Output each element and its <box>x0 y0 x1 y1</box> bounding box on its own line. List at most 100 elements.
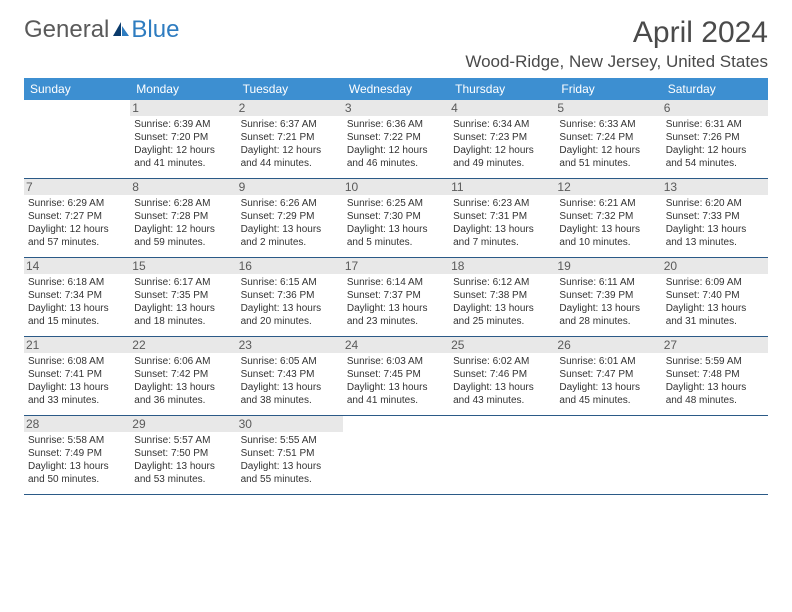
week-row: 14Sunrise: 6:18 AMSunset: 7:34 PMDayligh… <box>24 258 768 337</box>
month-title: April 2024 <box>465 16 768 50</box>
day-info: Sunrise: 6:08 AMSunset: 7:41 PMDaylight:… <box>28 355 126 407</box>
daylight: Daylight: 13 hours and 48 minutes. <box>666 381 764 407</box>
daylight: Daylight: 13 hours and 31 minutes. <box>666 302 764 328</box>
daylight: Daylight: 13 hours and 38 minutes. <box>241 381 339 407</box>
sunrise: Sunrise: 6:28 AM <box>134 197 232 210</box>
day-cell: 27Sunrise: 5:59 AMSunset: 7:48 PMDayligh… <box>662 337 768 415</box>
day-number: 23 <box>237 337 343 353</box>
week-row: 21 Sunrise: 6:08 AMSunset: 7:41 PMDayligh… <box>24 337 768 416</box>
sunrise: Sunrise: 5:59 AM <box>666 355 764 368</box>
day-number: 7 <box>24 179 130 195</box>
day-cell: 3Sunrise: 6:36 AMSunset: 7:22 PMDaylight… <box>343 100 449 178</box>
day-number: 25 <box>449 337 555 353</box>
day-info: Sunrise: 6:36 AMSunset: 7:22 PMDaylight:… <box>347 118 445 170</box>
day-cell: 1Sunrise: 6:39 AMSunset: 7:20 PMDaylight… <box>130 100 236 178</box>
day-cell: 6Sunrise: 6:31 AMSunset: 7:26 PMDaylight… <box>662 100 768 178</box>
sunrise: Sunrise: 6:23 AM <box>453 197 551 210</box>
location: Wood-Ridge, New Jersey, United States <box>465 52 768 72</box>
day-info: Sunrise: 6:02 AMSunset: 7:46 PMDaylight:… <box>453 355 551 407</box>
day-cell: 30Sunrise: 5:55 AMSunset: 7:51 PMDayligh… <box>237 416 343 494</box>
logo-sail-icon <box>111 20 131 40</box>
day-number: 13 <box>662 179 768 195</box>
sunset: Sunset: 7:41 PM <box>28 368 126 381</box>
sunrise: Sunrise: 6:06 AM <box>134 355 232 368</box>
day-header: Sunday <box>24 78 130 100</box>
day-info: Sunrise: 6:34 AMSunset: 7:23 PMDaylight:… <box>453 118 551 170</box>
sunset: Sunset: 7:24 PM <box>559 131 657 144</box>
day-info: Sunrise: 6:09 AMSunset: 7:40 PMDaylight:… <box>666 276 764 328</box>
daylight: Daylight: 13 hours and 10 minutes. <box>559 223 657 249</box>
sunrise: Sunrise: 6:01 AM <box>559 355 657 368</box>
day-info: Sunrise: 6:25 AMSunset: 7:30 PMDaylight:… <box>347 197 445 249</box>
day-info: Sunrise: 6:23 AMSunset: 7:31 PMDaylight:… <box>453 197 551 249</box>
daylight: Daylight: 13 hours and 2 minutes. <box>241 223 339 249</box>
logo-word1: General <box>24 16 109 44</box>
sunset: Sunset: 7:46 PM <box>453 368 551 381</box>
daylight: Daylight: 13 hours and 43 minutes. <box>453 381 551 407</box>
day-number: 5 <box>555 100 661 116</box>
daylight: Daylight: 12 hours and 51 minutes. <box>559 144 657 170</box>
day-info: Sunrise: 5:55 AMSunset: 7:51 PMDaylight:… <box>241 434 339 486</box>
day-info: Sunrise: 6:33 AMSunset: 7:24 PMDaylight:… <box>559 118 657 170</box>
daylight: Daylight: 13 hours and 33 minutes. <box>28 381 126 407</box>
day-info: Sunrise: 5:59 AMSunset: 7:48 PMDaylight:… <box>666 355 764 407</box>
daylight: Daylight: 13 hours and 36 minutes. <box>134 381 232 407</box>
day-cell: 4Sunrise: 6:34 AMSunset: 7:23 PMDaylight… <box>449 100 555 178</box>
daylight: Daylight: 13 hours and 53 minutes. <box>134 460 232 486</box>
daylight: Daylight: 13 hours and 7 minutes. <box>453 223 551 249</box>
daylight: Daylight: 12 hours and 46 minutes. <box>347 144 445 170</box>
day-info: Sunrise: 6:15 AMSunset: 7:36 PMDaylight:… <box>241 276 339 328</box>
day-number: 15 <box>130 258 236 274</box>
daylight: Daylight: 13 hours and 28 minutes. <box>559 302 657 328</box>
sunrise: Sunrise: 6:20 AM <box>666 197 764 210</box>
daylight: Daylight: 13 hours and 20 minutes. <box>241 302 339 328</box>
day-info: Sunrise: 6:11 AMSunset: 7:39 PMDaylight:… <box>559 276 657 328</box>
day-info: Sunrise: 6:29 AMSunset: 7:27 PMDaylight:… <box>28 197 126 249</box>
daylight: Daylight: 12 hours and 59 minutes. <box>134 223 232 249</box>
day-cell: 5 Sunrise: 6:33 AMSunset: 7:24 PMDaylight… <box>555 100 661 178</box>
weeks-container: 1Sunrise: 6:39 AMSunset: 7:20 PMDaylight… <box>24 100 768 495</box>
daylight: Daylight: 12 hours and 41 minutes. <box>134 144 232 170</box>
day-number: 26 <box>555 337 661 353</box>
sunrise: Sunrise: 6:17 AM <box>134 276 232 289</box>
sunset: Sunset: 7:38 PM <box>453 289 551 302</box>
week-row: 7 Sunrise: 6:29 AMSunset: 7:27 PMDaylight… <box>24 179 768 258</box>
logo-word2: Blue <box>131 16 179 44</box>
day-cell <box>555 416 661 494</box>
day-info: Sunrise: 6:39 AMSunset: 7:20 PMDaylight:… <box>134 118 232 170</box>
day-cell: 16Sunrise: 6:15 AMSunset: 7:36 PMDayligh… <box>237 258 343 336</box>
day-number: 12 <box>555 179 661 195</box>
day-cell: 10Sunrise: 6:25 AMSunset: 7:30 PMDayligh… <box>343 179 449 257</box>
day-header: Friday <box>555 78 661 100</box>
calendar-page: General Blue April 2024 Wood-Ridge, New … <box>0 0 792 511</box>
sunset: Sunset: 7:49 PM <box>28 447 126 460</box>
day-cell: 13Sunrise: 6:20 AMSunset: 7:33 PMDayligh… <box>662 179 768 257</box>
sunset: Sunset: 7:31 PM <box>453 210 551 223</box>
day-info: Sunrise: 6:17 AMSunset: 7:35 PMDaylight:… <box>134 276 232 328</box>
sunrise: Sunrise: 5:57 AM <box>134 434 232 447</box>
day-info: Sunrise: 6:06 AMSunset: 7:42 PMDaylight:… <box>134 355 232 407</box>
day-number: 17 <box>343 258 449 274</box>
daylight: Daylight: 12 hours and 57 minutes. <box>28 223 126 249</box>
sunset: Sunset: 7:20 PM <box>134 131 232 144</box>
sunset: Sunset: 7:45 PM <box>347 368 445 381</box>
sunrise: Sunrise: 6:29 AM <box>28 197 126 210</box>
daylight: Daylight: 13 hours and 25 minutes. <box>453 302 551 328</box>
day-number: 21 <box>24 337 130 353</box>
day-info: Sunrise: 6:21 AMSunset: 7:32 PMDaylight:… <box>559 197 657 249</box>
day-number: 6 <box>662 100 768 116</box>
sunrise: Sunrise: 6:15 AM <box>241 276 339 289</box>
sunset: Sunset: 7:23 PM <box>453 131 551 144</box>
day-cell: 25 Sunrise: 6:02 AMSunset: 7:46 PMDayligh… <box>449 337 555 415</box>
sunrise: Sunrise: 6:05 AM <box>241 355 339 368</box>
day-cell: 23Sunrise: 6:05 AMSunset: 7:43 PMDayligh… <box>237 337 343 415</box>
day-cell: 24Sunrise: 6:03 AMSunset: 7:45 PMDayligh… <box>343 337 449 415</box>
day-cell: 9Sunrise: 6:26 AMSunset: 7:29 PMDaylight… <box>237 179 343 257</box>
sunset: Sunset: 7:35 PM <box>134 289 232 302</box>
day-info: Sunrise: 6:26 AMSunset: 7:29 PMDaylight:… <box>241 197 339 249</box>
day-number: 2 <box>237 100 343 116</box>
sunset: Sunset: 7:33 PM <box>666 210 764 223</box>
daylight: Daylight: 13 hours and 15 minutes. <box>28 302 126 328</box>
day-cell <box>24 100 130 178</box>
day-info: Sunrise: 6:12 AMSunset: 7:38 PMDaylight:… <box>453 276 551 328</box>
